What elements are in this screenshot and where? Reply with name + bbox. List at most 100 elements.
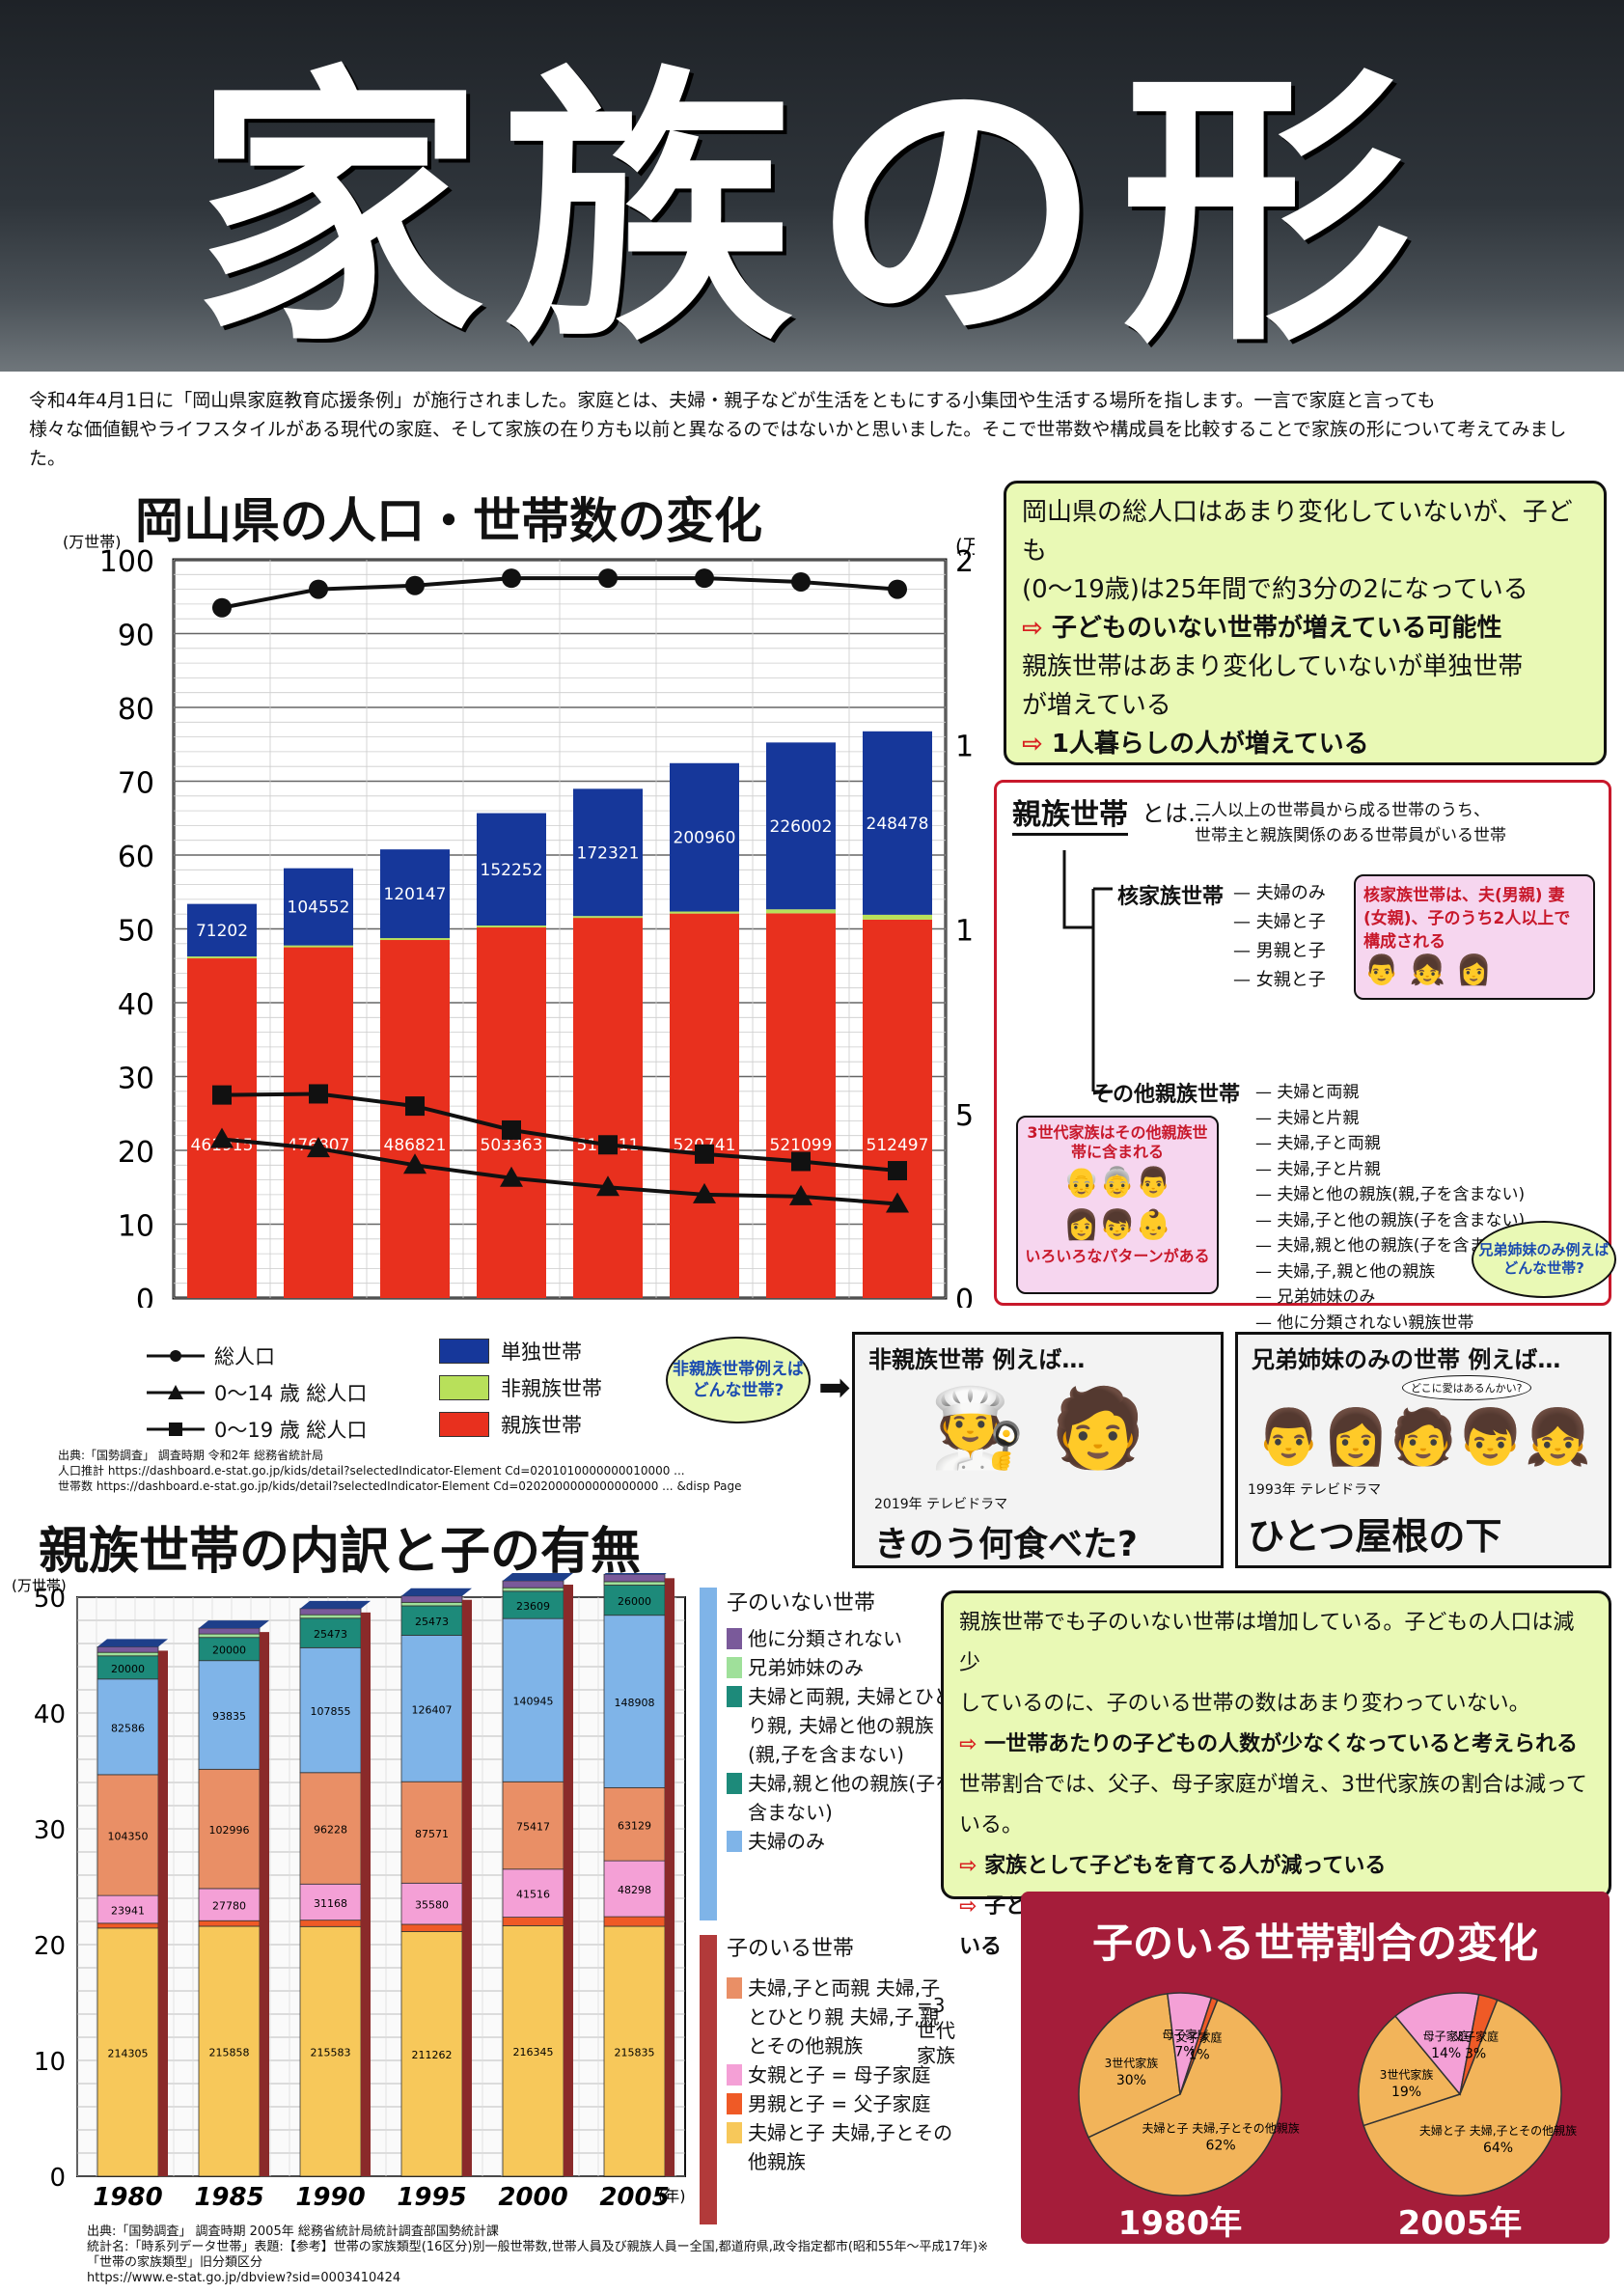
legend-swatch (727, 1686, 742, 1707)
bar-1 (573, 916, 643, 919)
bar-0 (400, 1931, 463, 2177)
line-point (502, 568, 521, 589)
panel-title: きのう何食べた? (874, 1525, 1138, 1564)
source-line: 統計名:「時系列データ世帯」表題:【参考】世帯の家族類型(16区分)別一般世帯数… (87, 2240, 988, 2270)
y-tick-label: 50 (118, 915, 154, 949)
y-tick-label: 40 (118, 988, 154, 1022)
population-household-chart: 0 10 20 30 40 50 60 70 80 90 100 0 50 100 150 200 (万世帯) (… (63, 533, 975, 1308)
bar-1 (863, 914, 932, 920)
bar-6 (400, 1601, 463, 1607)
note-text: 世帯割合では、父子、母子家庭が増え、3世代家族の割合は減っている。 (959, 1773, 1587, 1837)
bar-label: 120147 (384, 885, 447, 904)
y-tick-label: 0 (49, 2164, 66, 2193)
x-tick-label: 2005 (670, 1305, 739, 1308)
note-conclusion: 1人暮らしの人が増えている (1022, 725, 1588, 763)
bar-label: 215835 (615, 2046, 655, 2058)
bar-2 (670, 762, 739, 912)
plot-area (76, 1596, 686, 2177)
line-point (307, 1137, 330, 1158)
legend-label: 総人口 (214, 1345, 275, 1368)
bar-label: 104552 (288, 898, 350, 918)
line-point (405, 575, 425, 595)
note-conclusion: 一世帯あたりの子どもの人数が少なくなっていると考えられる (959, 1725, 1593, 1765)
panel-heading: 兄弟姉妹のみの世帯 例えば… (1252, 1346, 1561, 1373)
x-suffix: (年) (658, 2187, 686, 2205)
pie-value: 14% (1431, 2046, 1461, 2061)
intro-text: 令和4年4月1日に「岡山県家庭教育応援条例」が施行されました。家庭とは、夫婦・親… (29, 386, 1602, 473)
bar-7 (198, 1627, 261, 1635)
note-text: 親族世帯はあまり変化していないが単独世帯 (1022, 652, 1524, 681)
pie-label: 3世代家族 (1380, 2067, 1434, 2082)
pie-slice (1087, 1999, 1282, 2196)
note-text: (0〜19歳)は25年間で約3分の2になっている (1022, 575, 1528, 604)
people-icon: 🧑‍🍳 🧑 (929, 1383, 1146, 1473)
bar-label: 521099 (770, 1136, 833, 1155)
bar-label: 87571 (415, 1828, 449, 1840)
bar-4 (400, 1635, 463, 1782)
list-item: — 兄弟姉妹のみ (1255, 1287, 1376, 1307)
bar-label: 104350 (108, 1831, 149, 1843)
bar-2 (573, 788, 643, 917)
bar-4 (96, 1678, 159, 1776)
bar-0 (670, 913, 739, 1298)
nuclear-note-text: 核家族世帯は、夫(男親) 妻(女親)、子のうち2人以上で構成される (1363, 886, 1571, 952)
line-point (212, 597, 232, 618)
legend-item: 夫婦と子 夫婦,子とその他親族 (727, 2118, 958, 2176)
bar-0 (766, 913, 836, 1298)
bar-top (199, 1620, 269, 1629)
legend-item: 他に分類されない (727, 1624, 958, 1653)
pattern-text: いろいろなパターンがある (1025, 1247, 1210, 1265)
note-text: が増えている (1022, 691, 1171, 720)
bar-label: 215583 (311, 2047, 351, 2059)
nuclear-family-label: 核家族世帯 (1117, 885, 1225, 909)
bar-6 (502, 1587, 564, 1592)
line-0 (221, 576, 898, 610)
legend-swatch (727, 1657, 742, 1678)
y-unit: (万世帯) (12, 1577, 67, 1594)
def-desc: 世帯主と親族関係のある世帯員がいる世帯 (1195, 826, 1506, 845)
legend-swatch (727, 1628, 742, 1649)
illustration-panel-2: 兄弟姉妹のみの世帯 例えば… どこに愛はあるんかい? 👨👩🧑👦👧 1993年 テ… (1235, 1332, 1611, 1568)
y-unit: (万世帯) (63, 533, 122, 551)
legend-item: 夫婦,子と両親 夫婦,子とひとり親 夫婦,子,親とその他親族 (727, 1974, 958, 2060)
x-tick-label: 1985 (194, 2183, 263, 2210)
x-tick-label: 2010 (766, 1305, 836, 1308)
y-tick-label: 40 (34, 1700, 66, 1729)
bar-4 (299, 1646, 362, 1774)
bar-label: 215858 (209, 2046, 250, 2058)
bar-label: 214305 (108, 2047, 149, 2059)
bar-1 (766, 909, 836, 914)
bar-0 (477, 925, 546, 1298)
list-item: — 女親と子 (1233, 970, 1326, 990)
line-point (598, 568, 618, 589)
list-item: — 他に分類されない親族世帯 (1255, 1312, 1474, 1333)
three-gen-note: 3世代家族はその他親族世帯に含まれる 👴👵👨 👩👦👶 いろいろなパターンがある (1016, 1116, 1219, 1294)
bar-label: 152252 (481, 861, 543, 880)
pie-value: 19% (1391, 2085, 1421, 2100)
line-point (598, 1135, 618, 1155)
bar-6 (603, 1581, 666, 1586)
intro-line-2: 様々な価値観やライフスタイルがある現代の家庭、そして家族の在り方も以前と異なるの… (29, 419, 1567, 469)
y-tick-label: 0 (136, 1284, 154, 1308)
legend-label: 親族世帯 (501, 1414, 582, 1437)
pie-slice (1358, 2015, 1462, 2127)
note-text: しているのに、子のいる世帯の数はあまり変わっていない。 (959, 1692, 1530, 1716)
legend-swatch (727, 2064, 742, 2086)
source-line: 世帯数 https://dashboard.e-stat.go.jp/kids/… (58, 1479, 742, 1493)
def-suffix: とは… (1142, 800, 1211, 827)
note-conclusion: 子どものいない世帯が増えている可能性 (1022, 609, 1588, 648)
bar-label: 211262 (412, 2049, 453, 2061)
bar-2 (766, 742, 836, 910)
bar-4 (198, 1660, 261, 1770)
bar-7 (400, 1595, 463, 1603)
y-tick-label: 60 (118, 841, 154, 874)
bar-label: 20000 (111, 1663, 145, 1675)
legend-group-title: 子のいる世帯 (727, 1937, 855, 1961)
bar-label: 248478 (867, 815, 929, 834)
x-tick-label: 1995 (397, 2183, 466, 2210)
bar-5 (603, 1585, 666, 1616)
x-tick-label: 2015 (863, 1305, 932, 1308)
bar-label: 71202 (196, 922, 248, 941)
legend-0-19: 0〜19 歳 総人口 (145, 1415, 647, 1444)
line-point (791, 1151, 811, 1172)
